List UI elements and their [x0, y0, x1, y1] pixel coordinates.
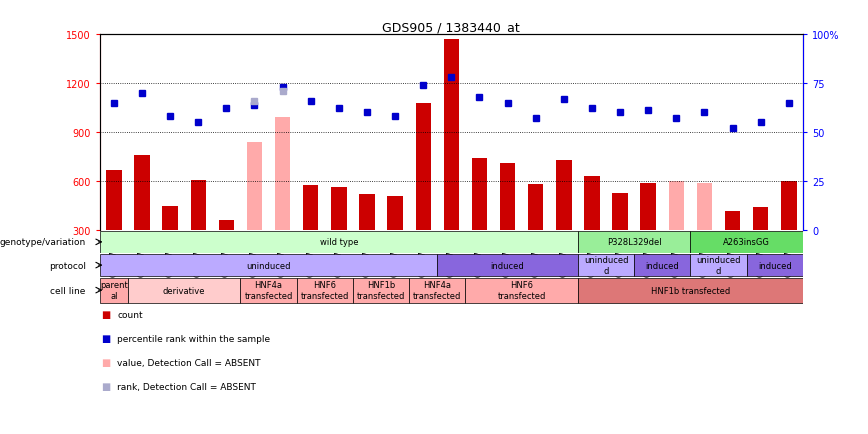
Text: derivative: derivative: [163, 286, 206, 295]
Bar: [240, 278, 297, 303]
Bar: [416, 103, 431, 231]
Bar: [100, 255, 437, 276]
Text: induced: induced: [758, 261, 792, 270]
Bar: [725, 211, 740, 231]
Bar: [690, 231, 803, 253]
Bar: [444, 39, 459, 231]
Bar: [100, 278, 128, 303]
Bar: [247, 142, 262, 231]
Bar: [387, 197, 403, 231]
Text: P328L329del: P328L329del: [607, 238, 661, 247]
Text: HNF1b
transfected: HNF1b transfected: [357, 281, 405, 300]
Text: cell line: cell line: [50, 286, 86, 295]
Bar: [359, 195, 375, 231]
Bar: [128, 278, 240, 303]
Bar: [612, 193, 628, 231]
Text: ■: ■: [102, 334, 111, 343]
Text: uninduced
d: uninduced d: [696, 256, 740, 275]
Title: GDS905 / 1383440_at: GDS905 / 1383440_at: [383, 20, 520, 33]
Bar: [556, 161, 572, 231]
Text: parent
al: parent al: [100, 281, 128, 300]
Text: ■: ■: [102, 310, 111, 319]
Bar: [500, 164, 516, 231]
Bar: [275, 118, 291, 231]
Bar: [753, 208, 768, 231]
Text: HNF1b transfected: HNF1b transfected: [651, 286, 730, 295]
Text: genotype/variation: genotype/variation: [0, 238, 86, 247]
Bar: [297, 278, 353, 303]
Text: A263insGG: A263insGG: [723, 238, 770, 247]
Bar: [135, 156, 150, 231]
Bar: [190, 180, 206, 231]
Bar: [219, 221, 234, 231]
Bar: [641, 184, 656, 231]
Text: value, Detection Call = ABSENT: value, Detection Call = ABSENT: [117, 358, 260, 367]
Bar: [100, 231, 578, 253]
Text: HNF6
transfected: HNF6 transfected: [300, 281, 349, 300]
Bar: [331, 187, 346, 231]
Bar: [635, 255, 690, 276]
Bar: [690, 255, 746, 276]
Text: ■: ■: [102, 381, 111, 391]
Bar: [106, 170, 122, 231]
Bar: [162, 206, 178, 231]
Bar: [353, 278, 409, 303]
Text: percentile rank within the sample: percentile rank within the sample: [117, 334, 270, 343]
Bar: [465, 278, 578, 303]
Bar: [578, 278, 803, 303]
Bar: [584, 177, 600, 231]
Bar: [578, 231, 690, 253]
Text: HNF4a
transfected: HNF4a transfected: [245, 281, 293, 300]
Bar: [697, 184, 713, 231]
Bar: [409, 278, 465, 303]
Text: HNF6
transfected: HNF6 transfected: [497, 281, 546, 300]
Bar: [746, 255, 803, 276]
Text: rank, Detection Call = ABSENT: rank, Detection Call = ABSENT: [117, 382, 256, 391]
Text: HNF4a
transfected: HNF4a transfected: [413, 281, 462, 300]
Text: count: count: [117, 310, 143, 319]
Bar: [437, 255, 578, 276]
Bar: [471, 159, 487, 231]
Text: uninduced
d: uninduced d: [584, 256, 628, 275]
Text: induced: induced: [490, 261, 524, 270]
Text: uninduced: uninduced: [247, 261, 291, 270]
Text: induced: induced: [646, 261, 679, 270]
Text: protocol: protocol: [49, 261, 86, 270]
Bar: [781, 182, 797, 231]
Bar: [528, 185, 543, 231]
Bar: [303, 186, 319, 231]
Bar: [668, 182, 684, 231]
Bar: [578, 255, 635, 276]
Text: wild type: wild type: [319, 238, 358, 247]
Text: ■: ■: [102, 358, 111, 367]
